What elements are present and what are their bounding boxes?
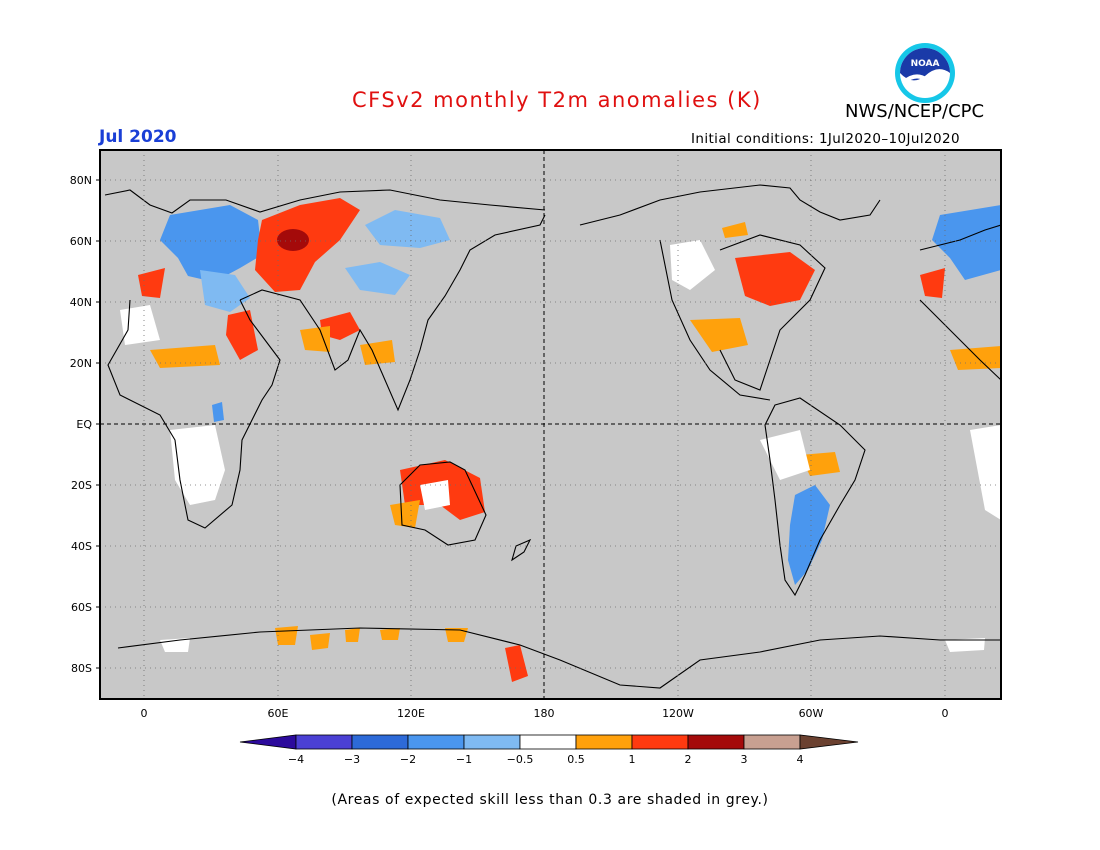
lon-label-0-left: 0 xyxy=(141,707,148,720)
colorbar-label-5: −0.5 xyxy=(507,753,534,766)
lon-label-180: 180 xyxy=(534,707,555,720)
colorbar-label-10: 4 xyxy=(797,753,804,766)
lat-label-40s: 40S xyxy=(71,540,92,553)
lat-ticks xyxy=(96,179,100,669)
weak-warm-patches xyxy=(150,222,1001,650)
graticule xyxy=(100,150,1001,699)
colorbar-label-7: 1 xyxy=(629,753,636,766)
lat-label-60s: 60S xyxy=(71,601,92,614)
initial-conditions: Initial conditions: 1Jul2020–10Jul2020 xyxy=(691,131,960,147)
forecast-month: Jul 2020 xyxy=(99,127,177,147)
lon-labels: 0 60E 120E 180 120W 60W 0 xyxy=(141,707,949,720)
lon-label-120w: 120W xyxy=(662,707,694,720)
lon-label-0-right: 0 xyxy=(942,707,949,720)
colorbar-bin-3 xyxy=(407,734,465,750)
russia-warm-anomaly xyxy=(138,198,945,682)
lat-label-40n: 40N xyxy=(70,296,92,309)
lat-label-20s: 20S xyxy=(71,479,92,492)
lat-label-80s: 80S xyxy=(71,662,92,675)
lat-label-80n: 80N xyxy=(70,174,92,187)
colorbar-label-1: −4 xyxy=(288,753,304,766)
colorbar-label-2: −3 xyxy=(344,753,360,766)
colorbar-bin-4 xyxy=(463,734,521,750)
colorbar-label-9: 3 xyxy=(741,753,748,766)
colorbar-labels: −4 −3 −2 −1 −0.5 0.5 1 2 3 4 xyxy=(288,753,804,766)
lat-label-eq: EQ xyxy=(76,418,92,431)
lon-label-60w: 60W xyxy=(799,707,824,720)
lat-labels: 80N 60N 40N 20N EQ 20S 40S 60S 80S xyxy=(70,174,93,675)
south-america-cool xyxy=(212,402,830,585)
colorbar-bin-7 xyxy=(631,734,689,750)
colorbar-bin-1 xyxy=(295,734,353,750)
noaa-logo: NOAA xyxy=(895,43,955,103)
colorbar-bin-8 xyxy=(687,734,745,750)
colorbar xyxy=(239,734,859,750)
colorbar-bin-9 xyxy=(743,734,801,750)
europe-weak-cool xyxy=(200,210,450,312)
colorbar-label-8: 2 xyxy=(685,753,692,766)
colorbar-label-3: −2 xyxy=(400,753,416,766)
logo-text: NOAA xyxy=(911,59,940,69)
colorbar-bin-2 xyxy=(351,734,409,750)
lon-label-120e: 120E xyxy=(397,707,425,720)
lat-label-20n: 20N xyxy=(70,357,92,370)
colorbar-label-4: −1 xyxy=(456,753,472,766)
colorbar-high-arrow xyxy=(799,734,859,750)
colorbar-bin-6 xyxy=(575,734,633,750)
siberia-strong-warm xyxy=(277,229,309,251)
skill-footnote: (Areas of expected skill less than 0.3 a… xyxy=(331,792,769,808)
europe-cool-anomaly xyxy=(160,205,1001,282)
colorbar-bin-5 xyxy=(519,734,577,750)
colorbar-low-arrow xyxy=(239,734,297,750)
near-normal-areas xyxy=(120,240,1001,652)
agency-label: NWS/NCEP/CPC xyxy=(845,101,985,122)
coastlines xyxy=(104,184,1001,689)
lon-label-60e: 60E xyxy=(268,707,289,720)
colorbar-label-6: 0.5 xyxy=(567,753,585,766)
map-title: CFSv2 monthly T2m anomalies (K) xyxy=(352,88,762,112)
lat-label-60n: 60N xyxy=(70,235,92,248)
anomaly-layer xyxy=(120,198,1001,682)
